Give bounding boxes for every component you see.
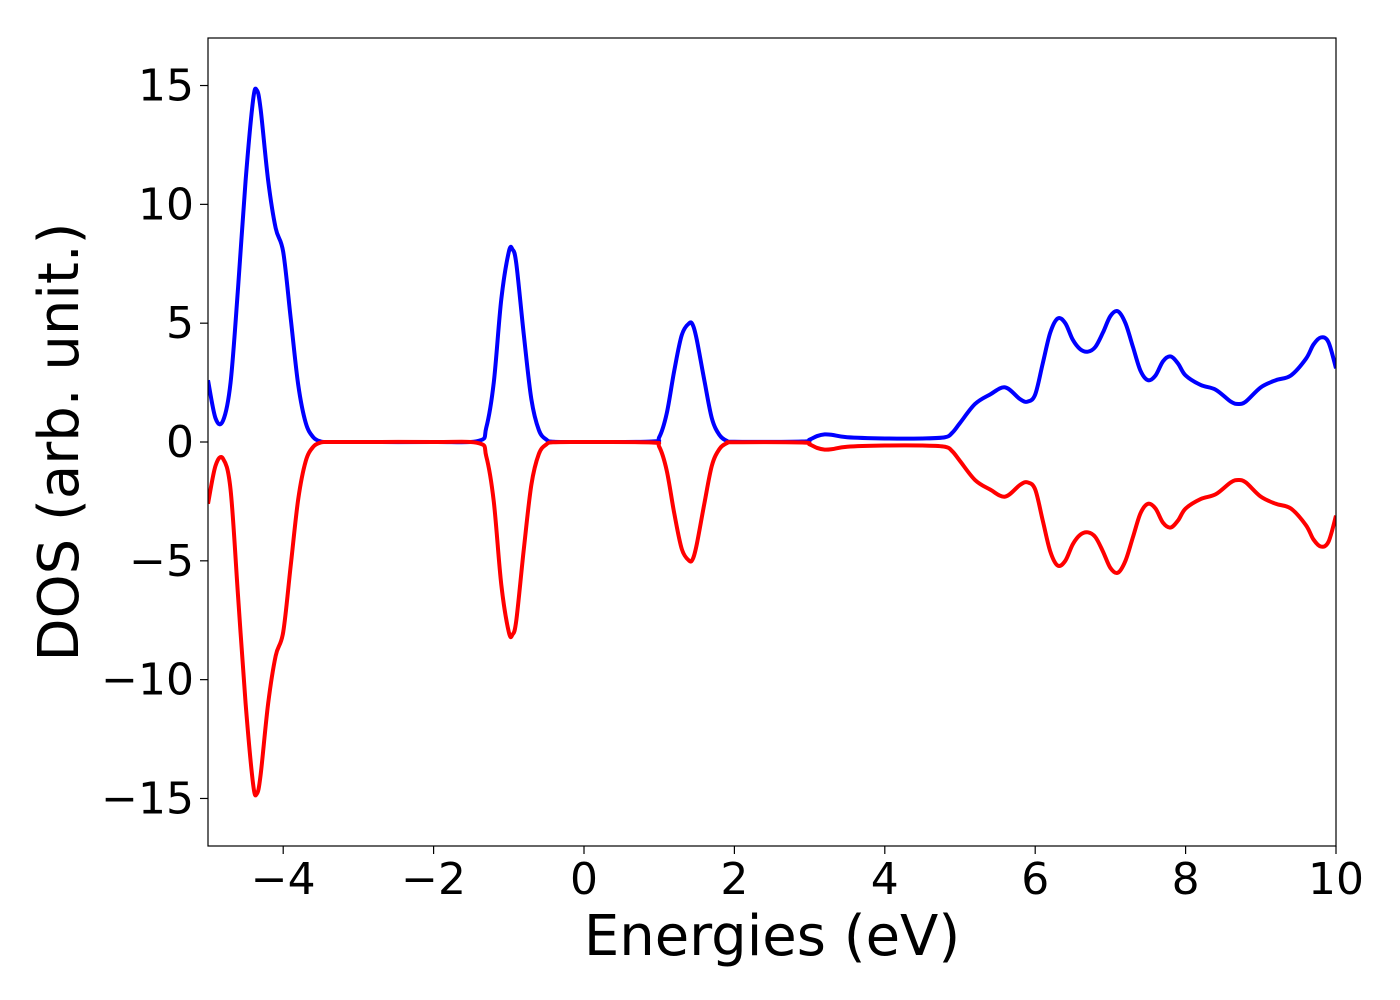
y-axis-title: DOS (arb. unit.)	[27, 222, 92, 661]
y-tick-label: −15	[101, 773, 194, 824]
y-axis: −15 −10 −5 0 5 10 15	[101, 61, 208, 824]
y-tick-label: −5	[129, 536, 194, 587]
y-tick-label: 10	[138, 179, 194, 230]
x-tick-label: 0	[570, 854, 598, 905]
y-tick-label: 15	[138, 61, 194, 112]
series-line-1	[208, 439, 1336, 798]
series-layer	[208, 86, 1336, 798]
x-tick-label: 8	[1172, 854, 1200, 905]
x-tick-label: 2	[720, 854, 748, 905]
plot-area	[207, 37, 1337, 847]
series-line-0	[208, 86, 1336, 445]
x-tick-label: −2	[401, 854, 466, 905]
y-tick-label: 0	[166, 417, 194, 468]
x-axis-title: Energies (eV)	[584, 904, 960, 969]
y-tick-label: −10	[101, 655, 194, 706]
y-tick-label: 5	[166, 298, 194, 349]
x-tick-label: 4	[871, 854, 899, 905]
x-tick-label: 6	[1021, 854, 1049, 905]
x-axis: −4 −2 0 2 4 6 8 10	[251, 846, 1364, 905]
x-tick-label: −4	[251, 854, 316, 905]
x-tick-label: 10	[1308, 854, 1364, 905]
